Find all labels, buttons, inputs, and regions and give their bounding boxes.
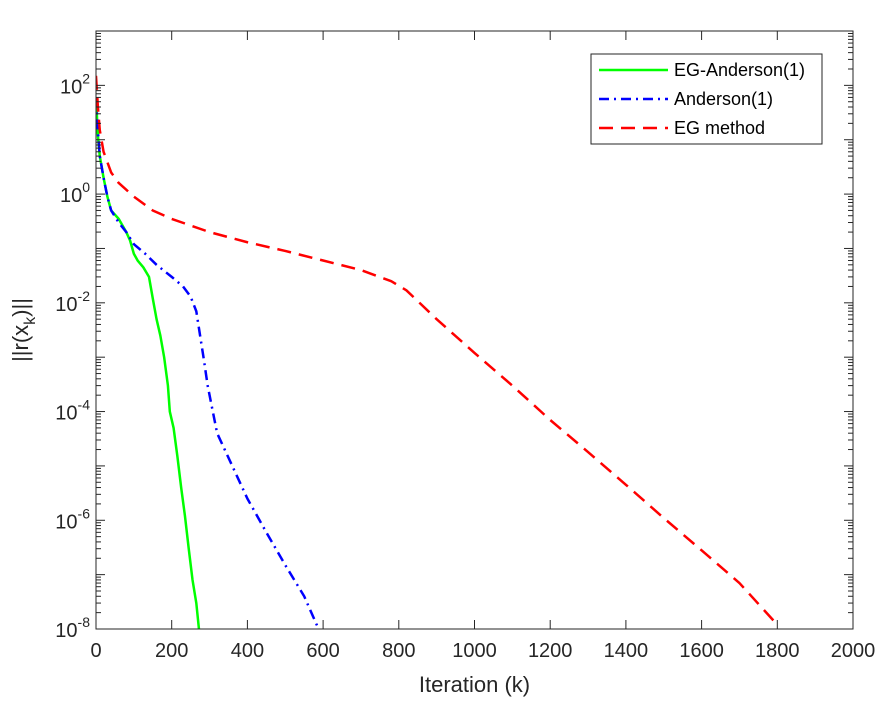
x-tick-label: 1200 — [528, 640, 573, 662]
x-tick-label: 1400 — [604, 640, 649, 662]
series-line-3 — [96, 75, 779, 626]
y-tick-label: 10-6 — [55, 505, 90, 533]
y-tick-label: 10-8 — [55, 614, 90, 642]
legend-label-3: EG method — [674, 118, 765, 138]
y-axis-title: ||r(xk)|| — [8, 298, 39, 362]
legend-label-1: EG-Anderson(1) — [674, 60, 805, 80]
x-tick-label: 400 — [231, 640, 264, 662]
plot-frame — [95, 30, 854, 630]
x-tick-label: 2000 — [831, 640, 876, 662]
x-tick-label: 200 — [155, 640, 188, 662]
y-tick-labels: 10-8 10-6 10-4 10-2 100 102 — [55, 70, 90, 642]
x-tick-label: 800 — [382, 640, 415, 662]
y-tick-label: 10-4 — [55, 397, 90, 425]
x-tick-label: 1000 — [452, 640, 497, 662]
series-layer — [96, 75, 779, 629]
minor-ticks — [96, 32, 853, 614]
x-tick-label: 1600 — [679, 640, 724, 662]
y-tick-label: 100 — [60, 179, 90, 207]
legend-label-2: Anderson(1) — [674, 89, 773, 109]
x-tick-label: 0 — [90, 640, 101, 662]
major-ticks — [95, 30, 854, 630]
x-tick-labels: 0 200 400 600 800 1000 1200 1400 1600 1800 2000 — [90, 640, 875, 662]
x-tick-label: 1800 — [755, 640, 800, 662]
y-tick-label: 10-2 — [55, 288, 90, 316]
legend: EG-Anderson(1) Anderson(1) EG method — [590, 53, 823, 145]
x-axis-title: Iteration (k) — [419, 672, 530, 697]
y-tick-label: 102 — [60, 70, 90, 98]
series-line-2 — [96, 97, 320, 629]
x-tick-label: 600 — [306, 640, 339, 662]
